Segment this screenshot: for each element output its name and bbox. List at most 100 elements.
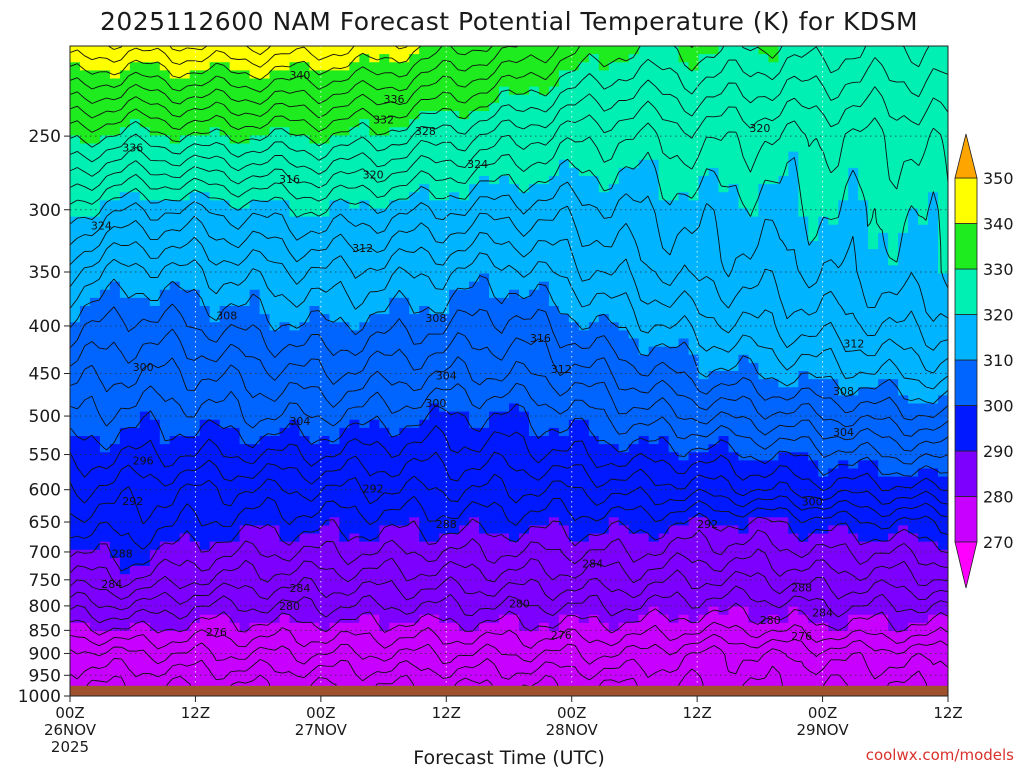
theta-cell [568,452,580,461]
theta-cell [528,598,540,608]
theta-cell [119,647,131,656]
theta-cell [608,427,620,437]
theta-cell [149,94,161,104]
theta-cell [189,468,201,478]
theta-cell [379,452,390,461]
theta-cell [249,484,261,494]
theta-cell [289,127,301,136]
theta-cell [688,78,700,88]
theta-cell [439,533,450,543]
theta-cell [339,379,350,388]
theta-cell [518,427,530,437]
theta-cell [239,566,251,575]
theta-cell [499,265,510,275]
theta-cell [509,135,520,145]
theta-cell [389,427,400,437]
theta-cell [668,273,680,283]
theta-cell [419,330,430,340]
theta-cell [309,151,321,161]
theta-cell [578,549,590,559]
theta-cell [149,655,161,665]
theta-cell [70,184,81,193]
theta-cell [658,330,670,340]
theta-cell [379,135,390,145]
theta-cell [489,70,500,80]
theta-cell [419,241,430,250]
theta-cell [618,395,630,405]
theta-cell [299,557,311,567]
theta-cell [608,135,620,145]
theta-cell [309,501,321,510]
theta-cell [509,143,520,153]
theta-cell [449,241,460,250]
theta-cell [568,639,580,648]
theta-cell [618,54,630,63]
theta-cell [279,671,291,681]
theta-cell [578,241,590,250]
theta-cell [588,127,600,136]
theta-cell [329,127,340,136]
theta-cell [239,62,251,71]
theta-cell [279,655,291,665]
theta-cell [79,289,91,299]
theta-cell [309,70,321,80]
theta-cell [538,54,550,63]
theta-cell [558,200,570,210]
theta-cell [219,167,231,177]
theta-cell [648,151,660,161]
theta-cell [608,62,620,71]
theta-cell [439,639,450,648]
theta-cell [548,86,560,96]
theta-cell [528,671,540,681]
theta-cell [568,679,580,689]
theta-cell [179,143,191,153]
theta-cell [239,379,251,388]
theta-cell [259,143,271,153]
theta-cell [598,176,610,185]
theta-cell [509,679,520,689]
theta-cell [469,94,480,104]
theta-cell [429,549,440,559]
theta-cell [668,582,680,591]
theta-cell [608,541,620,551]
theta-cell [249,631,261,640]
theta-cell [678,476,690,486]
theta-cell [279,224,291,234]
theta-cell [479,639,490,648]
theta-cell [618,265,630,275]
theta-cell [89,281,101,291]
theta-cell [329,533,340,543]
theta-cell [239,249,251,258]
theta-cell [289,362,301,372]
theta-cell [658,70,670,80]
theta-cell [399,525,410,535]
theta-cell [239,192,251,201]
theta-cell [688,314,700,323]
theta-cell [79,468,91,478]
theta-cell [299,452,311,461]
theta-cell [289,273,301,283]
theta-cell [429,354,440,364]
theta-cell [269,111,281,120]
theta-cell [139,257,151,266]
theta-cell [119,176,131,185]
theta-cell [509,663,520,673]
theta-cell [349,541,360,551]
theta-cell [189,151,201,161]
theta-cell [329,427,340,437]
theta-cell [449,200,460,210]
theta-cell [499,541,510,551]
theta-cell [568,46,580,55]
theta-cell [99,127,111,136]
theta-cell [159,476,171,486]
theta-cell [439,241,450,250]
theta-cell [159,541,171,551]
theta-cell [499,492,510,502]
theta-cell [429,111,440,120]
theta-cell [209,492,221,502]
theta-cell [628,631,640,640]
theta-cell [548,135,560,145]
theta-cell [479,111,490,120]
theta-cell [658,224,670,234]
theta-cell [369,257,380,266]
